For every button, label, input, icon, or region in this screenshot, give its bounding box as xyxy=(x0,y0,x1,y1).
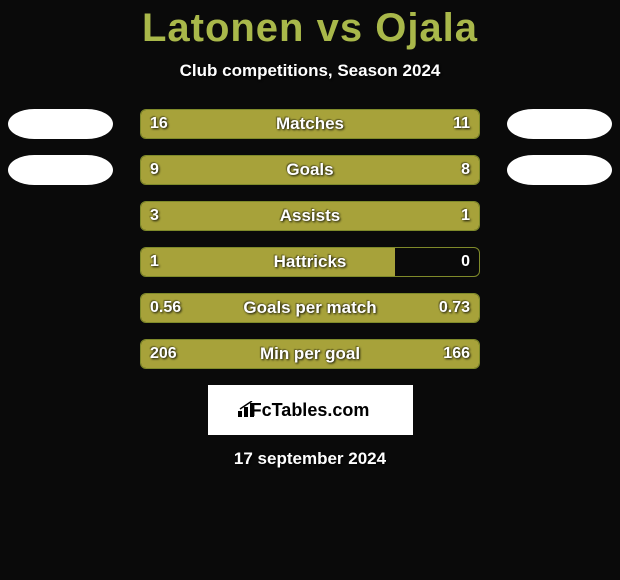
stat-label: Min per goal xyxy=(140,339,480,369)
page-title: Latonen vs Ojala xyxy=(0,0,620,51)
logo-text: FcTables.com xyxy=(208,385,413,435)
stat-row: 1611Matches xyxy=(0,109,620,139)
stat-label: Assists xyxy=(140,201,480,231)
date-label: 17 september 2024 xyxy=(0,449,620,469)
stat-label: Matches xyxy=(140,109,480,139)
stat-label: Goals per match xyxy=(140,293,480,323)
player-left-avatar xyxy=(8,109,113,139)
stat-row: 31Assists xyxy=(0,201,620,231)
stat-row: 10Hattricks xyxy=(0,247,620,277)
stats-area: 1611Matches 98Goals 31Assists 10Hattricks 0.… xyxy=(0,109,620,369)
stat-label: Hattricks xyxy=(140,247,480,277)
stat-row: 206166Min per goal xyxy=(0,339,620,369)
page-subtitle: Club competitions, Season 2024 xyxy=(0,61,620,81)
stat-row: 98Goals xyxy=(0,155,620,185)
player-right-avatar xyxy=(507,155,612,185)
stat-row: 0.560.73Goals per match xyxy=(0,293,620,323)
fctables-logo: FcTables.com xyxy=(208,385,413,435)
stat-label: Goals xyxy=(140,155,480,185)
player-right-avatar xyxy=(507,109,612,139)
player-left-avatar xyxy=(8,155,113,185)
